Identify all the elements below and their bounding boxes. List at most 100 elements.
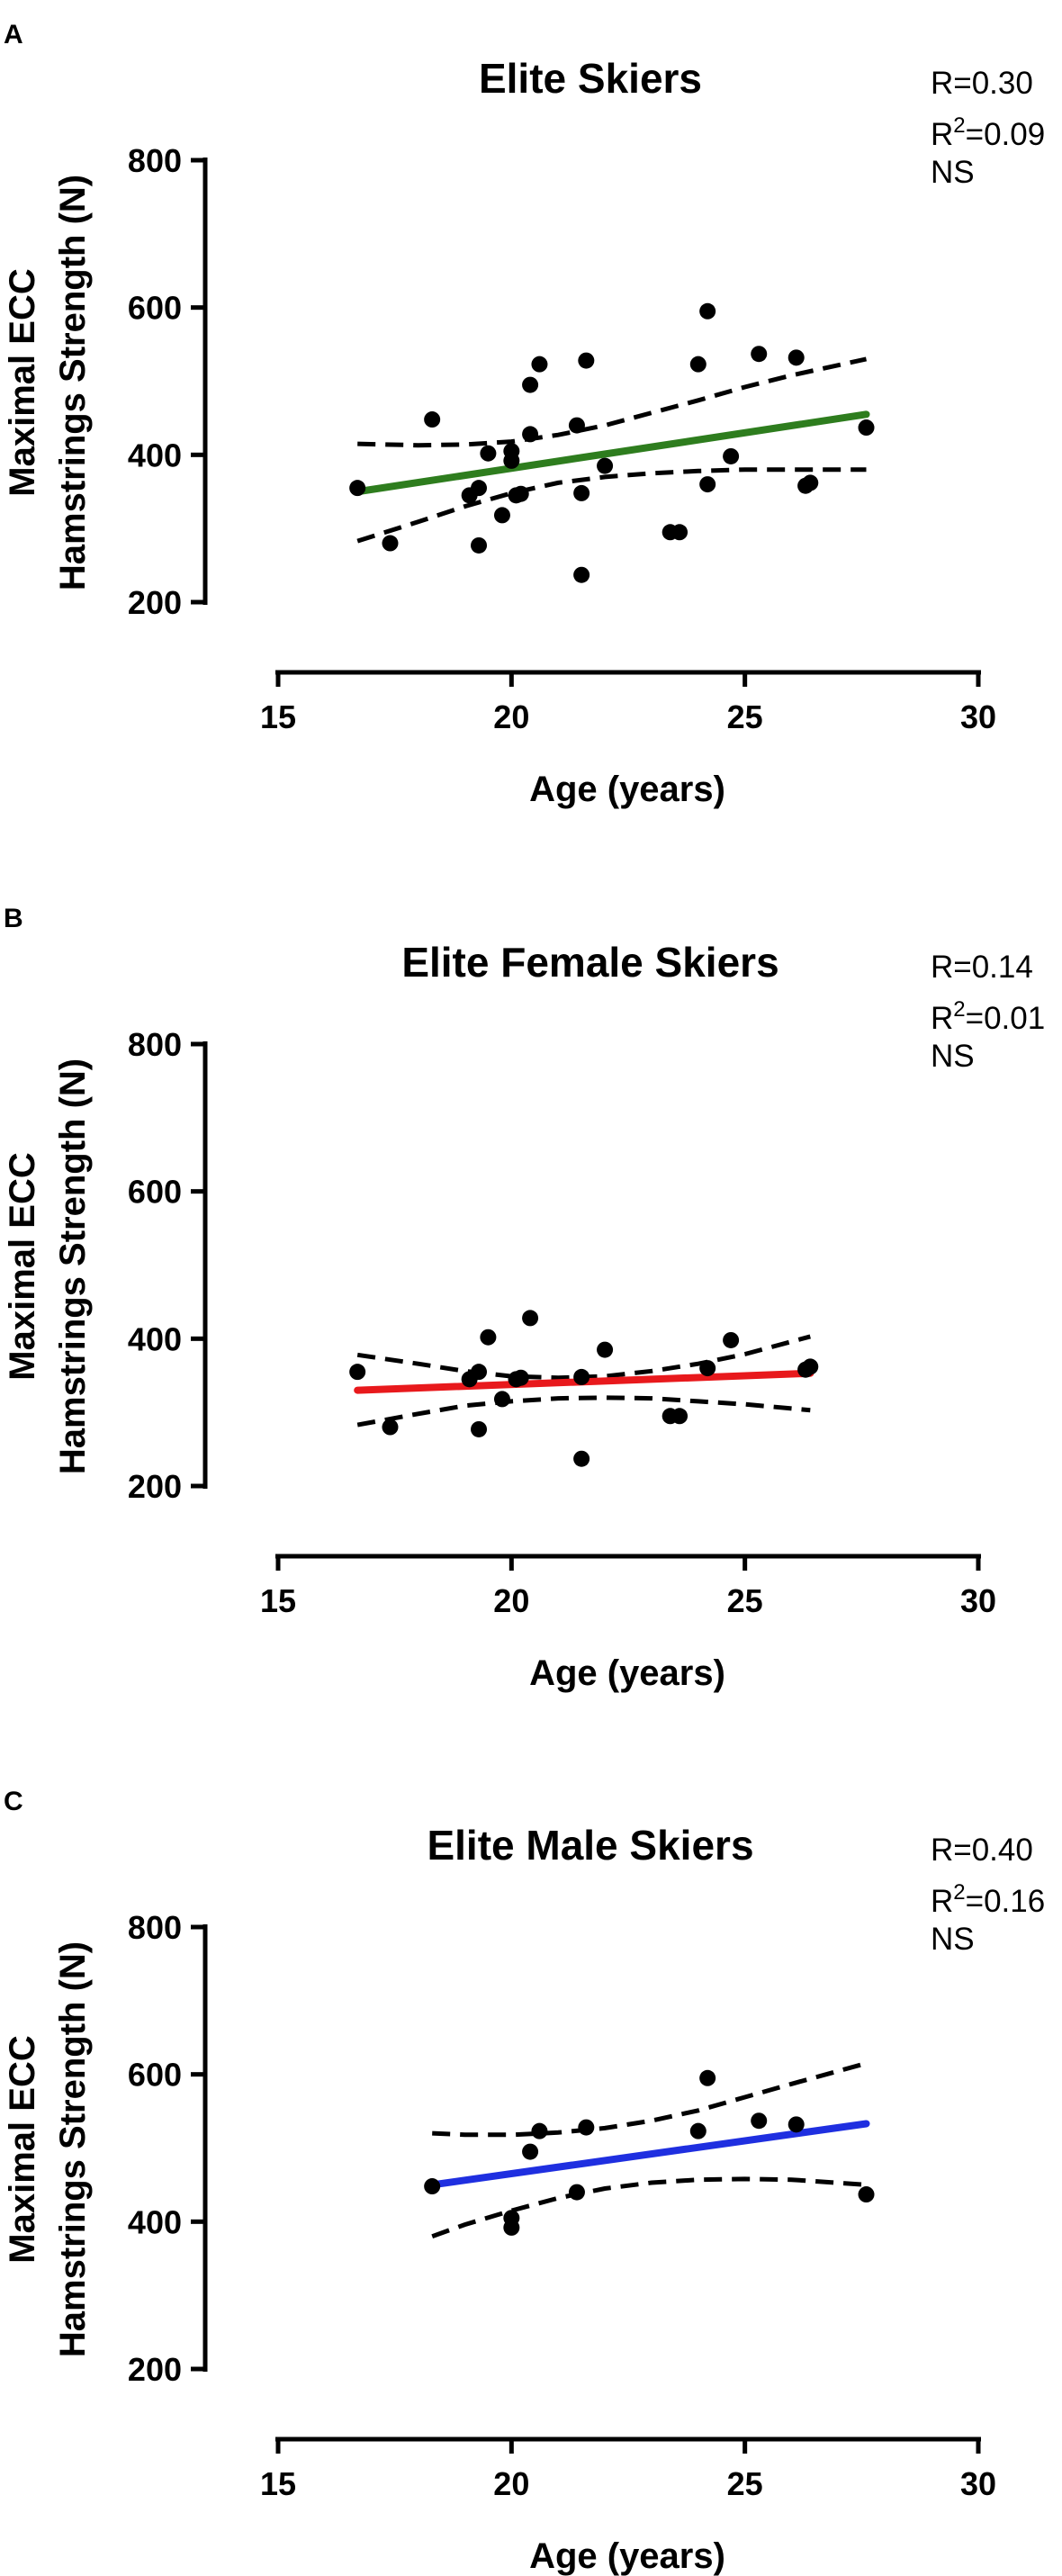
r-squared-prefix: R — [931, 1884, 953, 1919]
significance-label: NS — [931, 1039, 975, 1074]
data-point — [503, 2210, 520, 2227]
y-tick-label: 400 — [128, 2203, 182, 2240]
data-point — [424, 411, 441, 428]
ci-lower-band — [431, 2176, 867, 2239]
data-point — [382, 535, 399, 552]
r-squared-superscript: 2 — [953, 997, 965, 1022]
r-squared-superscript: 2 — [953, 1880, 965, 1905]
y-tick-label: 600 — [128, 1174, 182, 1211]
data-point — [522, 426, 539, 443]
x-tick-label: 15 — [260, 1582, 296, 1619]
data-point — [531, 356, 548, 373]
r-squared-prefix: R — [931, 1001, 953, 1036]
data-point — [424, 2178, 441, 2195]
r-squared-superscript: 2 — [953, 113, 965, 138]
y-tick-label: 200 — [128, 584, 182, 621]
data-point — [723, 1331, 740, 1348]
chart-title: Elite Male Skiers — [427, 1822, 753, 1869]
y-tick-label: 400 — [128, 437, 182, 473]
y-tick-label: 200 — [128, 2351, 182, 2388]
r-value: R=0.40 — [931, 1833, 1033, 1868]
data-point — [480, 445, 497, 462]
data-point — [671, 1408, 688, 1425]
x-tick-label: 30 — [960, 1582, 996, 1619]
data-point — [568, 2184, 585, 2201]
y-tick-label: 600 — [128, 2057, 182, 2094]
data-point — [480, 1329, 497, 1346]
x-axis-label: Age (years) — [529, 2536, 725, 2576]
data-point — [751, 346, 768, 363]
data-point — [573, 484, 590, 501]
data-point — [578, 2119, 595, 2136]
data-point — [471, 536, 488, 554]
x-tick-label: 25 — [727, 2465, 763, 2502]
data-point — [751, 2112, 768, 2130]
data-point — [858, 2186, 875, 2203]
x-tick-label: 30 — [960, 698, 996, 735]
chart-title: Elite Skiers — [479, 55, 702, 102]
data-point — [689, 356, 706, 373]
data-point — [699, 2069, 716, 2086]
y-tick-label: 600 — [128, 290, 182, 327]
r-squared-number: =0.16 — [966, 1884, 1046, 1919]
r-squared-prefix: R — [931, 117, 953, 152]
r-squared-value: R2=0.16 — [931, 1880, 1045, 1919]
data-point — [522, 2143, 539, 2160]
ci-lower-band — [356, 1395, 811, 1428]
r-value: R=0.14 — [931, 950, 1033, 985]
data-point — [493, 507, 510, 524]
r-squared-number: =0.09 — [966, 117, 1046, 152]
x-tick-label: 25 — [727, 1582, 763, 1619]
data-point — [512, 485, 529, 502]
x-tick-label: 25 — [727, 698, 763, 735]
data-point — [578, 352, 595, 369]
regression-line — [428, 2120, 870, 2189]
panel-label: C — [4, 1787, 23, 1816]
y-axis-label-line-2: Hamstrings Strength (N) — [53, 175, 93, 590]
y-tick-label: 800 — [128, 142, 182, 179]
data-point — [573, 566, 590, 583]
data-point — [573, 1368, 590, 1385]
data-point — [349, 1364, 366, 1381]
data-point — [512, 1369, 529, 1386]
y-tick-label: 200 — [128, 1468, 182, 1505]
ci-lower-band — [356, 467, 867, 544]
data-point — [597, 1341, 614, 1358]
panel-label: B — [4, 904, 23, 933]
x-tick-label: 15 — [260, 2465, 296, 2502]
data-point — [522, 1310, 539, 1327]
r-squared-value: R2=0.09 — [931, 113, 1045, 152]
data-point — [531, 2122, 548, 2139]
data-point — [522, 376, 539, 393]
x-axis-label: Age (years) — [529, 1653, 725, 1693]
data-point — [699, 1360, 716, 1377]
data-point — [493, 1391, 510, 1408]
r-squared-value: R2=0.01 — [931, 997, 1045, 1036]
data-point — [382, 1419, 399, 1436]
chart-title: Elite Female Skiers — [401, 939, 778, 986]
data-point — [723, 447, 740, 464]
data-point — [471, 1420, 488, 1437]
data-point — [802, 1358, 819, 1375]
r-squared-number: =0.01 — [966, 1001, 1046, 1036]
x-tick-label: 20 — [493, 698, 529, 735]
data-point — [699, 302, 716, 320]
y-tick-label: 400 — [128, 1320, 182, 1357]
data-point — [503, 443, 520, 460]
panel-label: A — [4, 20, 23, 50]
data-point — [699, 476, 716, 493]
x-tick-label: 15 — [260, 698, 296, 735]
data-point — [568, 417, 585, 434]
data-point — [573, 1450, 590, 1467]
ci-upper-band — [432, 2060, 868, 2138]
r-value: R=0.30 — [931, 66, 1033, 101]
data-point — [597, 457, 614, 474]
x-tick-label: 20 — [493, 2465, 529, 2502]
regression-line — [354, 410, 870, 496]
data-point — [671, 524, 688, 541]
data-point — [802, 474, 819, 491]
